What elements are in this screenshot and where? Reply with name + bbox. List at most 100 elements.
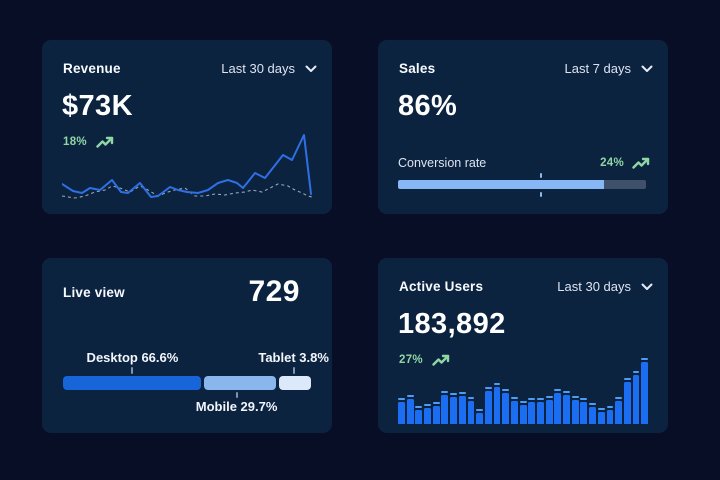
bar-cap: [615, 396, 623, 399]
bar: [432, 401, 440, 424]
segment-label-mobile: Mobile 29.7%: [195, 399, 278, 414]
segment-label-desktop: Desktop 66.6%: [86, 350, 179, 365]
bar-cap: [467, 396, 475, 399]
revenue-baseline-series: [62, 184, 312, 198]
chevron-down-icon: [641, 283, 653, 290]
revenue-line-series: [62, 135, 311, 197]
progress-marker-bottom: [539, 192, 542, 197]
bar: [502, 388, 510, 424]
live-view-card-header: Live view 729: [63, 275, 317, 309]
bar-cap: [502, 388, 510, 391]
bar: [632, 370, 640, 424]
bar-body: [606, 410, 614, 424]
bar: [484, 386, 492, 424]
sales-value: 86%: [398, 90, 458, 122]
sales-period-dropdown[interactable]: Last 7 days: [565, 61, 654, 76]
chevron-down-icon: [305, 65, 317, 72]
active-users-value: 183,892: [398, 308, 506, 340]
bar-cap: [528, 397, 536, 400]
active-users-delta-percent: 27%: [399, 354, 423, 366]
bar-body: [424, 408, 431, 424]
bar-body: [432, 406, 440, 424]
bar-body: [571, 400, 579, 424]
bar-cap: [415, 405, 423, 408]
bar-body: [580, 402, 588, 424]
bar-cap: [545, 395, 553, 398]
bar: [537, 397, 544, 424]
bar-body: [476, 413, 484, 424]
bar-cap: [623, 377, 631, 380]
segment-tablet: [278, 376, 312, 390]
bar-cap: [450, 392, 458, 395]
bar-cap: [510, 396, 518, 399]
device-share-chart: Desktop 66.6% Mobile 29.7% Tablet 3.8%: [63, 350, 329, 414]
bar: [571, 395, 579, 424]
revenue-card: Revenue Last 30 days $73K 18%: [42, 40, 332, 214]
bar-body: [615, 401, 623, 424]
bar-body: [467, 401, 475, 424]
bar-body: [398, 402, 405, 424]
bar-body: [545, 400, 553, 424]
bar-cap: [632, 370, 640, 373]
bar: [641, 357, 649, 424]
bar-cap: [606, 405, 614, 408]
sales-card-title: Sales: [399, 61, 436, 76]
bar: [519, 400, 527, 424]
bar-cap: [519, 400, 527, 403]
bar-body: [502, 393, 510, 424]
bar-cap: [537, 397, 544, 400]
bar-cap: [554, 388, 562, 391]
segment-tick-desktop: [131, 367, 134, 374]
conversion-rate-row: Conversion rate 24%: [398, 156, 650, 170]
bar-cap: [476, 408, 484, 411]
bar-body: [632, 375, 640, 424]
bar-cap: [441, 390, 449, 393]
bar-body: [537, 402, 544, 424]
bar-body: [519, 405, 527, 424]
bar-body: [528, 402, 536, 424]
bar-body: [589, 407, 597, 424]
bar: [441, 390, 449, 424]
bar-cap: [424, 403, 431, 406]
revenue-card-header: Revenue Last 30 days: [63, 61, 317, 76]
device-segment-bar: [63, 376, 312, 390]
bar-cap: [597, 407, 605, 410]
bar: [623, 377, 631, 424]
bar-cap: [493, 382, 501, 385]
bar-cap: [398, 397, 405, 400]
revenue-period-label: Last 30 days: [221, 61, 295, 76]
bar: [580, 397, 588, 424]
bar: [554, 388, 562, 424]
revenue-card-title: Revenue: [63, 61, 121, 76]
bar-cap: [563, 390, 570, 393]
conversion-progress: [398, 173, 646, 197]
bar: [398, 397, 405, 424]
trending-up-icon: [96, 136, 114, 148]
active-users-period-dropdown[interactable]: Last 30 days: [557, 279, 653, 294]
bar-body: [484, 391, 492, 424]
bar-body: [450, 397, 458, 424]
live-view-card-title: Live view: [63, 284, 125, 300]
bar: [615, 396, 623, 424]
segment-tick-mobile: [235, 392, 238, 398]
bar-cap: [571, 395, 579, 398]
bar: [589, 402, 597, 424]
bar-body: [406, 399, 414, 424]
active-users-delta: 27%: [399, 353, 450, 367]
revenue-delta-percent: 18%: [63, 136, 87, 148]
active-users-bar-chart: [398, 356, 649, 424]
bar-body: [623, 382, 631, 424]
bar-cap: [589, 402, 597, 405]
bar: [528, 397, 536, 424]
revenue-line-chart: [62, 130, 318, 200]
segment-tick-tablet: [292, 367, 295, 374]
segment-mobile: [204, 376, 276, 390]
bar: [467, 396, 475, 424]
bar-cap: [484, 386, 492, 389]
active-users-period-label: Last 30 days: [557, 279, 631, 294]
active-users-card-title: Active Users: [399, 279, 484, 294]
sales-delta-percent: 24%: [600, 157, 624, 169]
revenue-period-dropdown[interactable]: Last 30 days: [221, 61, 317, 76]
revenue-value: $73K: [62, 90, 133, 122]
